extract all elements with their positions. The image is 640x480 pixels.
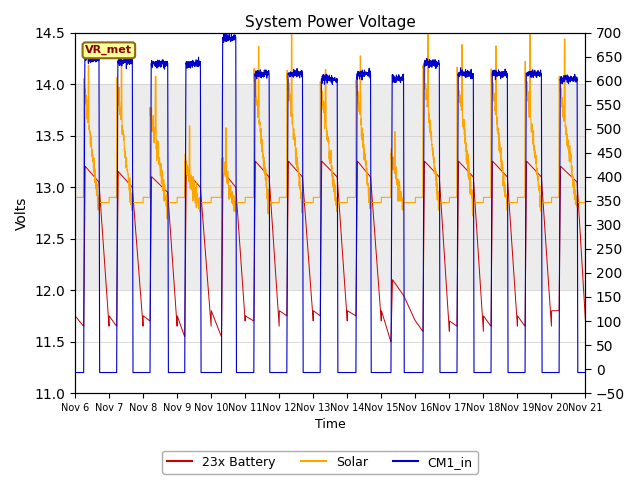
Title: System Power Voltage: System Power Voltage xyxy=(245,15,416,30)
Y-axis label: Volts: Volts xyxy=(15,196,29,229)
Bar xyxy=(75,84,586,290)
Text: VR_met: VR_met xyxy=(85,45,132,56)
X-axis label: Time: Time xyxy=(315,419,346,432)
Legend: 23x Battery, Solar, CM1_in: 23x Battery, Solar, CM1_in xyxy=(163,451,477,474)
